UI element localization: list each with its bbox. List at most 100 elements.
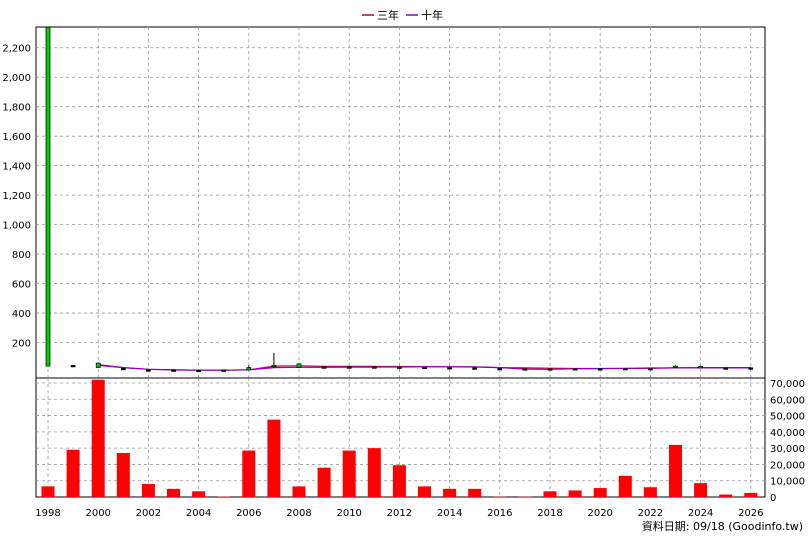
volume-bar — [141, 483, 155, 497]
candle-body — [321, 366, 327, 369]
volume-bar — [192, 491, 206, 497]
volume-bar — [568, 490, 582, 497]
candle-body — [296, 363, 302, 368]
candle — [221, 369, 227, 372]
volume-bar — [367, 448, 381, 497]
volume-y-tick-label: 10,000 — [770, 477, 805, 488]
volume-y-tick-label: 40,000 — [770, 428, 805, 439]
volume-bar — [41, 486, 55, 497]
x-tick-label: 2022 — [638, 508, 663, 519]
volume-bar — [493, 496, 507, 498]
volume-bar — [418, 486, 431, 497]
volume-y-tick-label: 50,000 — [770, 412, 805, 423]
volume-y-axis: 0 10,000 20,000 30,000 40,000 50,000 60,000 70,… — [770, 379, 805, 504]
price-y-tick-label: 600 — [12, 280, 31, 291]
volume-bars — [41, 379, 758, 498]
volume-bar — [593, 488, 607, 497]
legend-label-3yr: 三年 — [377, 8, 399, 22]
volume-y-tick-label: 60,000 — [770, 395, 805, 406]
price-panel — [35, 26, 766, 379]
price-y-tick-label: 1,200 — [2, 191, 31, 202]
price-y-tick-label: 400 — [12, 309, 31, 320]
volume-bar — [91, 379, 105, 497]
price-y-tick-label: 2,000 — [2, 73, 31, 84]
candle-body — [196, 369, 201, 373]
volume-bar — [392, 465, 406, 497]
volume-bar — [217, 496, 231, 498]
x-tick-label: 2026 — [738, 508, 763, 519]
x-axis: 1998 2000 2002 2004 2006 2008 2010 2012 2014 2016… — [35, 508, 763, 519]
candle — [397, 366, 402, 369]
price-y-tick-label: 1,400 — [2, 162, 31, 173]
volume-y-tick-label: 30,000 — [770, 444, 805, 455]
volume-bar — [66, 449, 80, 497]
candle — [447, 367, 452, 370]
data-date-footer: 資料日期: 09/18 (Goodinfo.tw) — [642, 519, 803, 533]
candle-body — [472, 367, 478, 370]
candle — [146, 369, 151, 372]
candle — [597, 368, 603, 371]
volume-bar — [167, 488, 180, 497]
price-y-tick-label: 1,800 — [2, 103, 31, 114]
candle — [196, 369, 201, 373]
x-tick-label: 2012 — [387, 508, 412, 519]
price-y-axis: 200 400 600 800 1,000 1,200 1,400 1,600 1,800 2,0… — [2, 44, 31, 350]
legend: 三年 十年 — [362, 8, 443, 22]
volume-y-tick-label: 20,000 — [770, 460, 805, 471]
price-candles — [45, 26, 754, 373]
candle — [95, 362, 101, 368]
x-tick-label: 2008 — [286, 508, 311, 519]
x-tick-label: 2018 — [537, 508, 562, 519]
volume-bar — [443, 488, 457, 497]
x-tick-label: 2004 — [186, 508, 211, 519]
volume-bar — [116, 453, 130, 497]
volume-bar — [744, 492, 758, 497]
candle-body — [422, 366, 427, 369]
candle-body — [221, 369, 227, 372]
x-tick-label: 1998 — [35, 508, 60, 519]
candle — [422, 366, 427, 369]
volume-bar — [543, 491, 557, 497]
volume-bar — [643, 487, 657, 497]
candle — [45, 26, 51, 367]
candle-body — [95, 362, 101, 368]
candle-body — [146, 369, 151, 372]
x-tick-label: 2020 — [587, 508, 612, 519]
candle-body — [246, 367, 252, 371]
volume-bar — [719, 494, 733, 497]
candle — [622, 368, 628, 371]
candle — [572, 368, 578, 371]
volume-bar — [242, 450, 256, 497]
x-tick-label: 2002 — [136, 508, 161, 519]
volume-bar — [292, 486, 306, 497]
candle-body — [723, 367, 729, 370]
volume-y-tick-label: 0 — [770, 493, 776, 504]
volume-bar — [694, 483, 708, 497]
candle — [648, 368, 653, 371]
price-y-tick-label: 1,000 — [2, 221, 31, 232]
x-tick-label: 2016 — [487, 508, 512, 519]
candle-body — [748, 367, 754, 370]
candle-body — [622, 368, 628, 371]
price-y-tick-label: 800 — [12, 250, 31, 261]
candle — [673, 365, 678, 368]
x-tick-label: 2010 — [336, 508, 361, 519]
candle — [271, 352, 277, 368]
volume-bar — [669, 444, 682, 497]
candle — [171, 369, 176, 372]
candle — [246, 365, 252, 371]
candle — [748, 367, 754, 370]
candle-body — [45, 26, 51, 367]
volume-grid — [36, 378, 765, 497]
x-tick-label: 2000 — [85, 508, 110, 519]
candle-body — [346, 366, 352, 369]
x-tick-label: 2024 — [688, 508, 713, 519]
volume-bar — [267, 419, 281, 497]
candle — [321, 366, 327, 369]
price-y-tick-label: 2,200 — [2, 44, 31, 55]
legend-label-10yr: 十年 — [421, 8, 443, 22]
volume-bar — [518, 496, 532, 498]
volume-bar — [342, 450, 356, 497]
candle — [70, 364, 76, 368]
price-y-tick-label: 200 — [12, 339, 31, 350]
